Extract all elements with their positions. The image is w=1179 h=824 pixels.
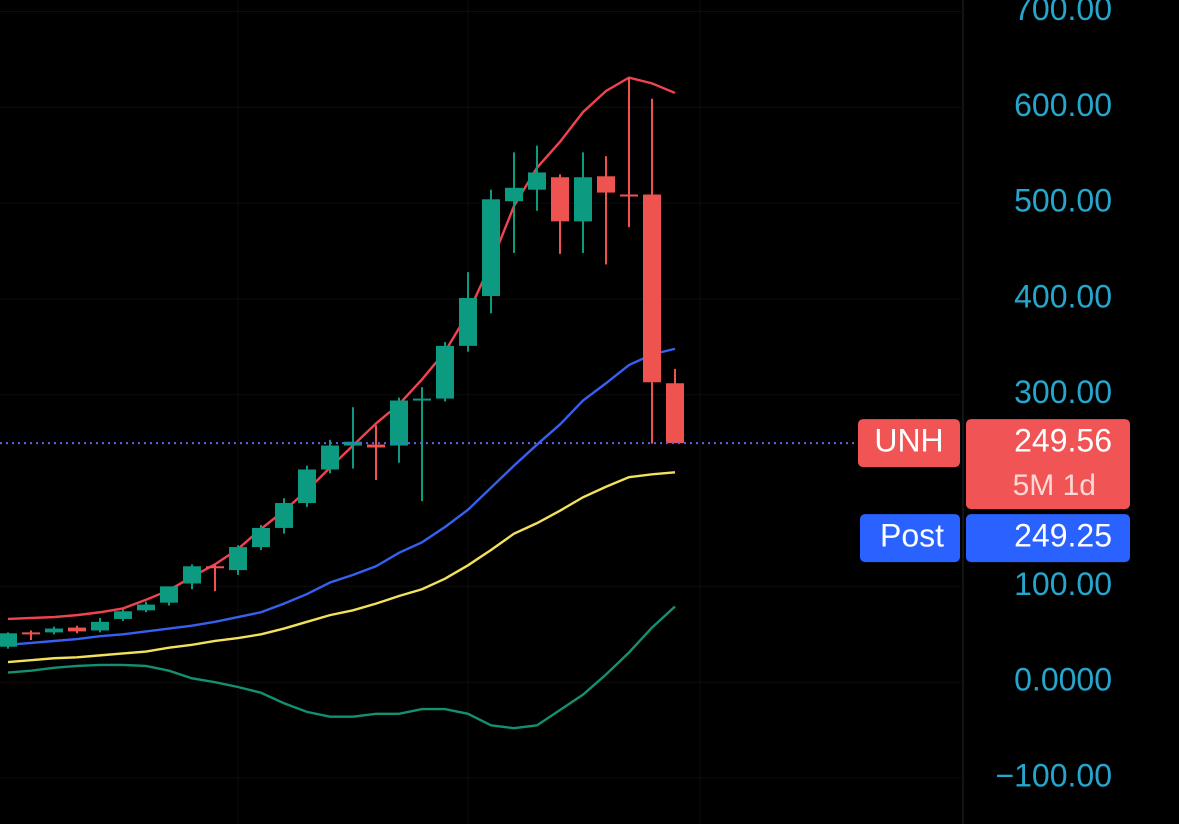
candle-body: [413, 398, 431, 401]
post-price-box: [966, 514, 1130, 563]
candle-body: [22, 632, 40, 635]
price-box: [966, 419, 1130, 510]
candle-body: [183, 566, 201, 584]
candle-body: [666, 383, 684, 444]
y-tick-label: 400.00: [1014, 278, 1112, 314]
y-tick-label: 0.0000: [1014, 662, 1112, 698]
overlay-line: [7, 76, 676, 621]
candle-body: [551, 177, 569, 222]
candle-body: [229, 547, 247, 571]
candle-body: [321, 445, 339, 470]
candle-body: [160, 586, 178, 603]
candle-body: [367, 444, 385, 448]
candle-body: [0, 633, 17, 647]
candle-body: [597, 176, 615, 193]
post-label: Post: [880, 518, 944, 554]
y-tick-label: 100.00: [1014, 566, 1112, 602]
symbol-box: [858, 419, 960, 468]
overlay-line: [7, 347, 676, 647]
candle-body: [45, 628, 63, 633]
candle-body: [482, 199, 500, 297]
candle-body: [436, 345, 454, 399]
candle-body: [574, 177, 592, 222]
candle-body: [505, 187, 523, 202]
interval-label: 5M 1d: [1013, 469, 1096, 502]
overlay-line: [7, 471, 676, 664]
y-tick-label: −100.00: [995, 757, 1112, 793]
y-tick-label: 300.00: [1014, 374, 1112, 410]
candle-body: [459, 297, 477, 346]
price-label: 249.56: [1014, 423, 1112, 459]
post-box: [860, 514, 960, 563]
candle-body: [620, 194, 638, 197]
candle-body: [643, 194, 661, 383]
grid: [0, 0, 963, 824]
candle-body: [528, 172, 546, 190]
candle-body: [91, 621, 109, 631]
candle-body: [252, 527, 270, 548]
symbol-label: UNH: [874, 423, 943, 459]
candle-body: [206, 566, 224, 569]
candle-body: [390, 400, 408, 446]
overlay-line: [7, 605, 676, 730]
candle-body: [298, 469, 316, 504]
y-tick-label: 500.00: [1014, 183, 1112, 219]
candle-body: [137, 604, 155, 611]
candle-body: [344, 441, 362, 446]
y-tick-label: 600.00: [1014, 87, 1112, 123]
candle-body: [275, 503, 293, 528]
candle-body: [68, 627, 86, 632]
y-tick-label: 700.00: [1014, 0, 1112, 27]
post-price-label: 249.25: [1014, 518, 1112, 554]
candle-body: [114, 611, 132, 619]
